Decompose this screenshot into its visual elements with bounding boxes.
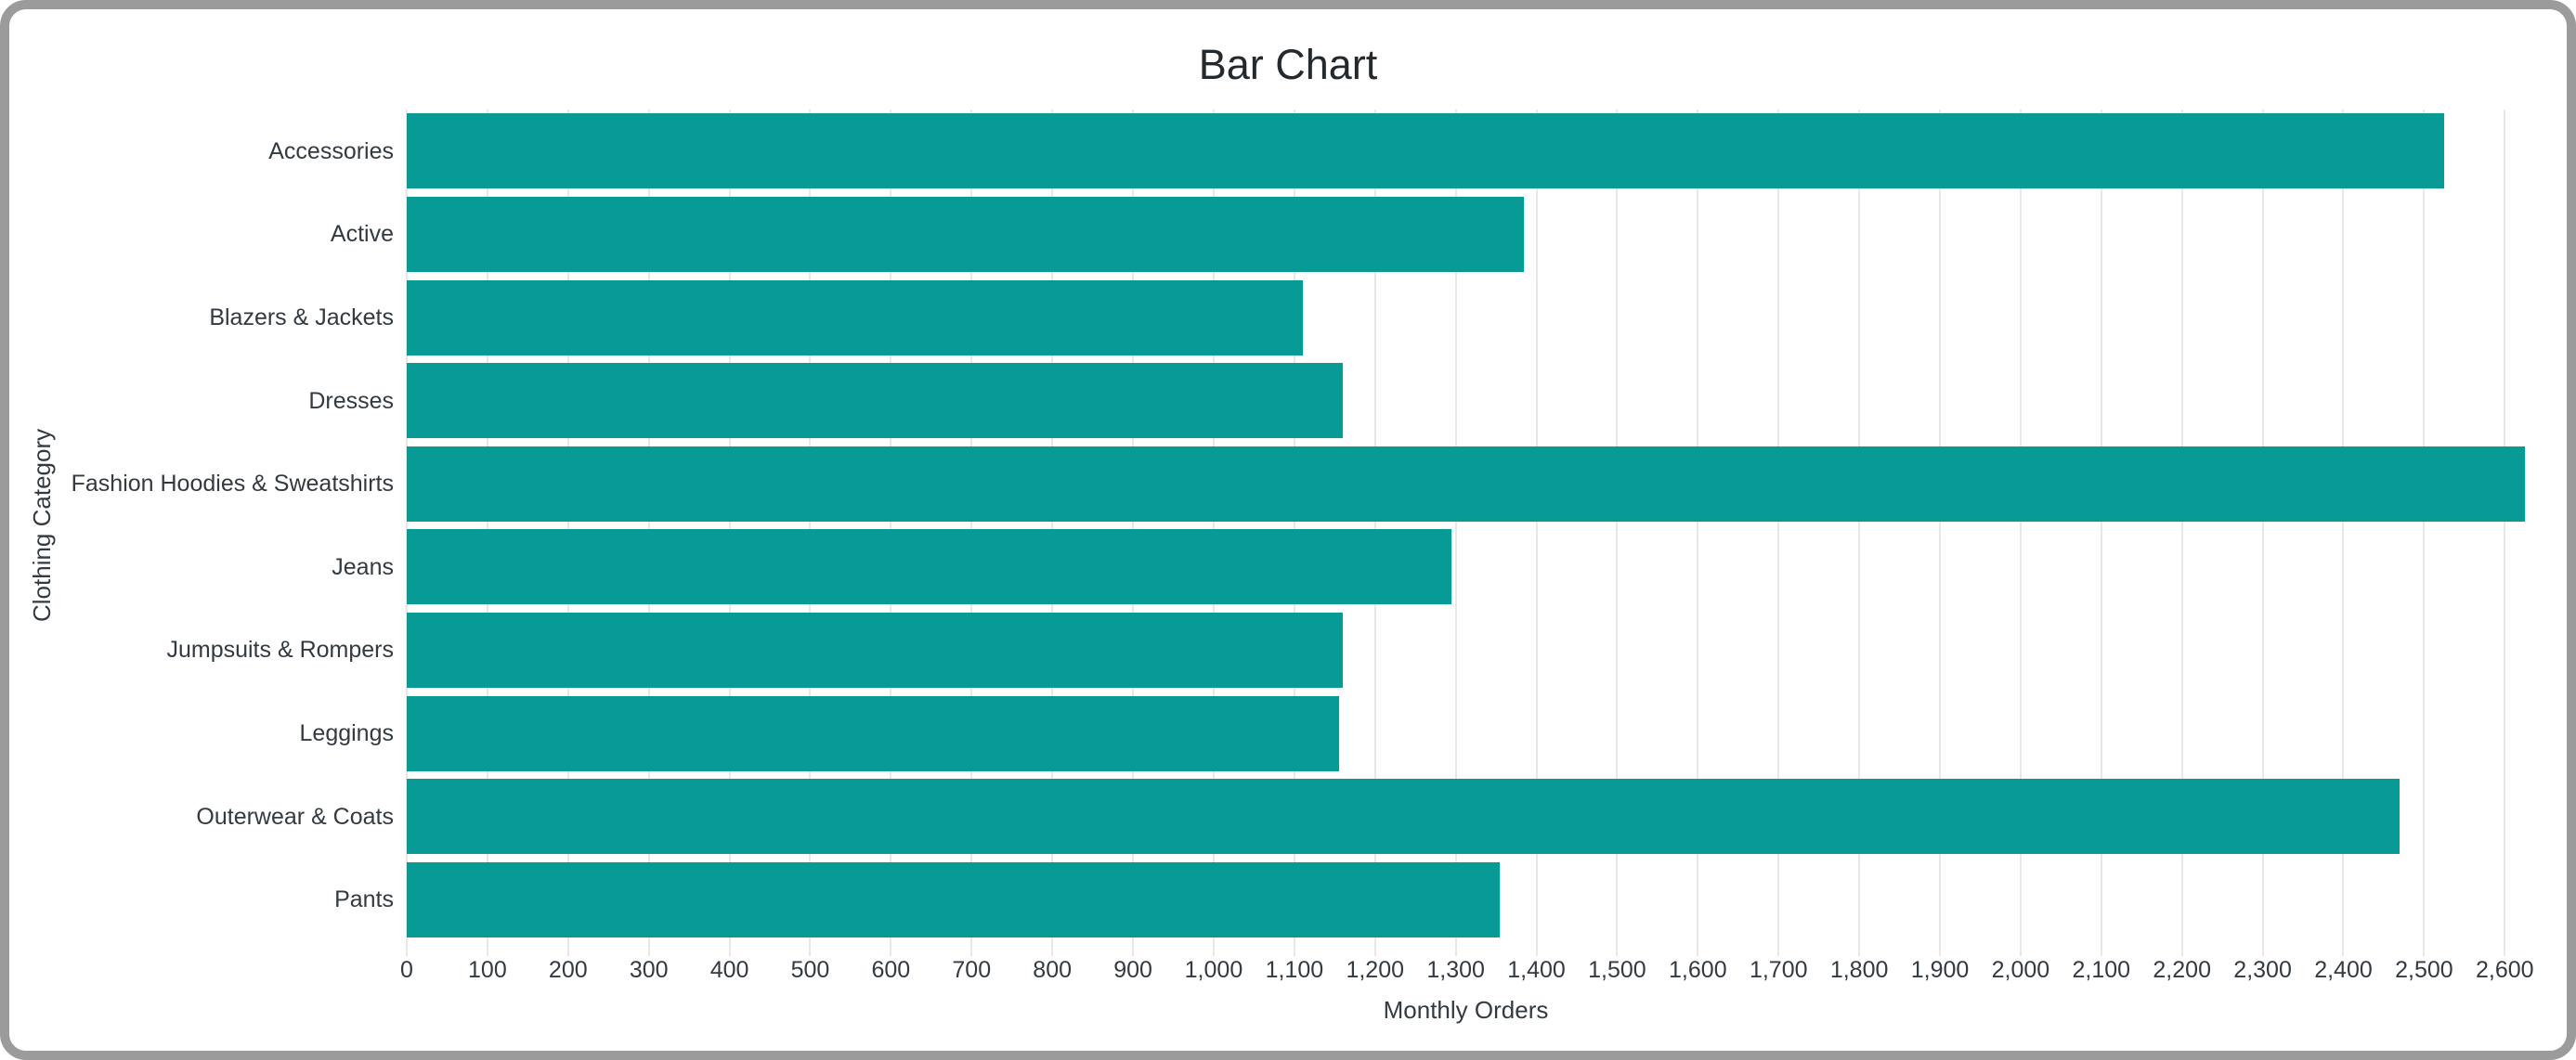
gridline-1600	[1697, 110, 1699, 956]
x-tick-label-1000: 1,000	[1184, 957, 1243, 983]
x-tick-label-600: 600	[871, 957, 911, 983]
gridline-2600	[2504, 110, 2506, 956]
y-category-label-jumpsuits-rompers: Jumpsuits & Rompers	[166, 637, 394, 664]
x-tick-label-2500: 2,500	[2395, 957, 2453, 983]
gridline-1400	[1535, 110, 1538, 956]
gridline-1300	[1454, 110, 1457, 956]
x-tick-label-100: 100	[468, 957, 507, 983]
y-category-label-pants: Pants	[334, 886, 394, 913]
gridline-2100	[2100, 110, 2102, 956]
y-category-label-outerwear-coats: Outerwear & Coats	[196, 803, 394, 830]
gridline-2300	[2261, 110, 2264, 956]
x-tick-label-1700: 1,700	[1749, 957, 1808, 983]
bar-dresses[interactable]	[407, 363, 1343, 439]
x-tick-label-1400: 1,400	[1507, 957, 1566, 983]
gridline-2500	[2423, 110, 2426, 956]
y-axis-labels: Accessories Active Blazers & Jackets Dresse…	[61, 110, 394, 941]
x-tick-label-2300: 2,300	[2233, 957, 2292, 983]
x-tick-label-1900: 1,900	[1910, 957, 1970, 983]
x-tick-label-300: 300	[629, 957, 669, 983]
bar-outerwear-coats[interactable]	[407, 779, 2400, 855]
y-category-label-jeans: Jeans	[332, 553, 394, 580]
y-category-label-leggings: Leggings	[299, 720, 394, 746]
x-tick-label-1800: 1,800	[1829, 957, 1889, 983]
bar-blazers-jackets[interactable]	[407, 279, 1303, 355]
plot-area	[406, 110, 2525, 956]
bar-jumpsuits-rompers[interactable]	[407, 612, 1343, 688]
gridline-1900	[1939, 110, 1941, 956]
x-axis-ticks: 0 100 200 300 400 500 600 700 800 900 1,000 1,100 1,…	[400, 954, 2534, 988]
y-category-label-fashion-hoodies-sweatshirts: Fashion Hoodies & Sweatshirts	[71, 471, 394, 498]
bar-fashion-hoodies-sweatshirts[interactable]	[407, 446, 2525, 522]
bar-pants[interactable]	[407, 861, 1501, 937]
y-category-label-accessories: Accessories	[268, 137, 394, 164]
x-tick-label-2200: 2,200	[2153, 957, 2211, 983]
x-tick-label-2100: 2,100	[2072, 957, 2131, 983]
gridline-1800	[1858, 110, 1861, 956]
y-category-label-dresses: Dresses	[308, 387, 394, 414]
gridline-2000	[2019, 110, 2022, 956]
x-tick-label-1300: 1,300	[1426, 957, 1485, 983]
gridline-2400	[2342, 110, 2345, 956]
x-tick-label-1600: 1,600	[1669, 957, 1727, 983]
x-tick-label-1500: 1,500	[1588, 957, 1646, 983]
x-tick-label-700: 700	[952, 957, 992, 983]
x-tick-label-2000: 2,000	[1991, 957, 2050, 983]
x-tick-label-1100: 1,100	[1265, 957, 1324, 983]
y-axis-title: Clothing Category	[28, 428, 56, 623]
y-category-label-active: Active	[330, 221, 394, 248]
x-tick-label-2400: 2,400	[2314, 957, 2373, 983]
gridline-1700	[1777, 110, 1780, 956]
x-tick-label-1200: 1,200	[1346, 957, 1405, 983]
x-tick-label-2600: 2,600	[2475, 957, 2534, 983]
x-tick-label-0: 0	[400, 957, 413, 983]
x-tick-label-200: 200	[548, 957, 588, 983]
y-category-label-blazers-jackets: Blazers & Jackets	[209, 304, 394, 330]
bar-accessories[interactable]	[407, 113, 2445, 189]
chart-title: Bar Chart	[1198, 41, 1378, 88]
x-axis-title: Monthly Orders	[1383, 996, 1549, 1024]
bar-leggings[interactable]	[407, 695, 1339, 771]
x-tick-label-500: 500	[790, 957, 830, 983]
bar-active[interactable]	[407, 196, 1525, 272]
gridline-1500	[1616, 110, 1619, 956]
bar-jeans[interactable]	[407, 529, 1452, 605]
x-tick-label-400: 400	[709, 957, 749, 983]
gridline-2200	[2180, 110, 2183, 956]
x-tick-label-900: 900	[1113, 957, 1152, 983]
x-tick-label-800: 800	[1033, 957, 1073, 983]
